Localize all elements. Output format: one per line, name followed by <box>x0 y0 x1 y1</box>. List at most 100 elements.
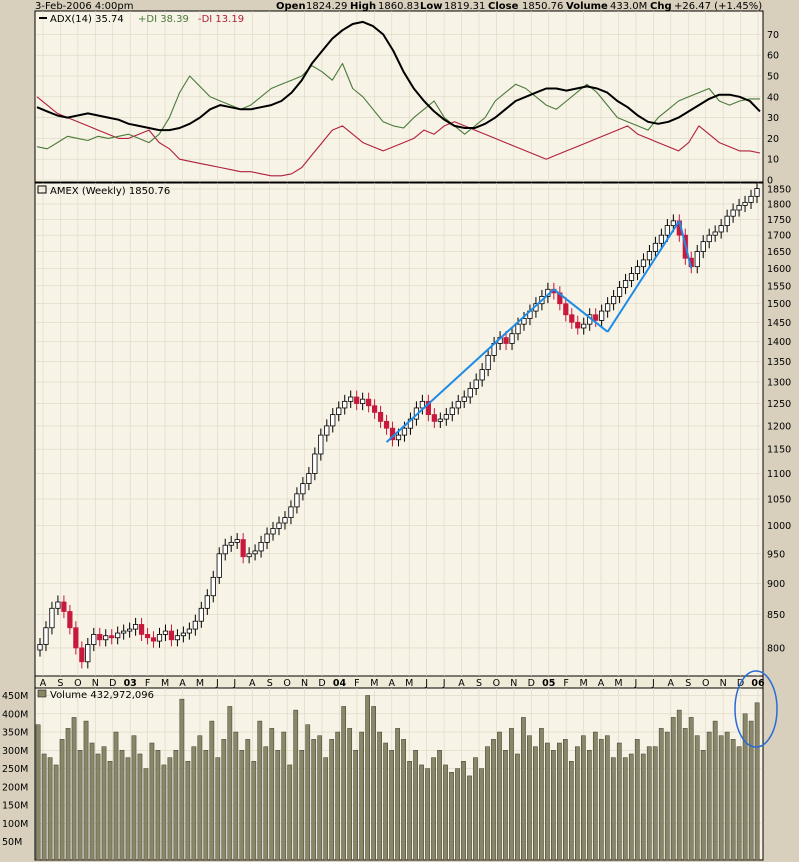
volume-bar <box>161 764 167 861</box>
volume-bar <box>95 753 101 861</box>
candle <box>485 348 491 377</box>
candle <box>461 390 467 408</box>
volume-bar <box>323 757 329 861</box>
header-close-label: Close <box>488 1 519 12</box>
candle-body <box>443 414 449 420</box>
candle <box>168 624 175 647</box>
candle <box>132 617 139 636</box>
volume-bar <box>149 742 155 861</box>
candle <box>605 297 611 318</box>
candle <box>593 308 599 328</box>
volume-bar <box>503 750 508 861</box>
volume-bar <box>137 753 143 861</box>
x-axis-label: O <box>283 678 290 689</box>
candle-body <box>455 400 461 409</box>
candle <box>754 182 760 203</box>
candle <box>616 281 623 304</box>
x-axis-label: D <box>109 678 116 689</box>
volume-bar <box>586 750 592 861</box>
volume-bar <box>730 739 736 861</box>
candle-body <box>354 396 360 404</box>
volume-bar <box>598 739 604 861</box>
x-axis-label: A <box>598 678 605 689</box>
volume-bar <box>77 750 83 861</box>
header-low-value: 1819.31 <box>444 1 485 12</box>
candle <box>312 447 318 481</box>
volume-bars <box>35 695 760 861</box>
volume-tick-label: 150M <box>2 801 28 812</box>
candle-body <box>91 633 97 645</box>
volume-bar <box>401 739 406 861</box>
candle-body <box>121 630 127 634</box>
candle <box>210 570 216 603</box>
candle-body <box>664 225 670 236</box>
candle-body <box>485 354 491 370</box>
volume-bar <box>616 742 622 861</box>
volume-bar <box>143 768 149 861</box>
candle-body <box>240 539 246 558</box>
adx-tick-label: 30 <box>767 113 779 124</box>
x-axis-label: J <box>232 678 236 689</box>
price-legend-swatch <box>37 185 47 194</box>
candle <box>371 399 378 419</box>
candle-body <box>144 633 151 639</box>
volume-bar <box>65 728 71 861</box>
volume-bar <box>521 717 526 861</box>
candle <box>599 304 605 328</box>
volume-bar <box>706 731 712 861</box>
header-high-value: 1860.83 <box>378 1 419 12</box>
price-tick-label: 950 <box>767 549 785 560</box>
candle <box>79 641 85 669</box>
pdi-legend-label: +DI 38.39 <box>138 14 189 25</box>
candle-body <box>43 627 49 645</box>
volume-bar <box>563 739 568 861</box>
adx-tick-label: 0 <box>767 176 773 187</box>
candle-body <box>312 453 318 474</box>
volume-bar <box>479 768 484 861</box>
candle-body <box>168 630 175 641</box>
candle-body <box>467 388 473 398</box>
candle <box>282 511 288 530</box>
volume-bar <box>203 750 209 861</box>
candle-body <box>162 630 169 635</box>
candle-body <box>109 635 115 639</box>
volume-bar <box>395 728 400 861</box>
volume-bar <box>413 750 418 861</box>
candle-body <box>706 234 712 243</box>
price-candles <box>37 182 760 669</box>
x-axis-label: F <box>354 678 359 689</box>
candle-body <box>246 553 252 558</box>
x-axis-label: M <box>580 678 588 689</box>
price-tick-label: 1700 <box>767 231 791 242</box>
volume-bar <box>287 764 293 861</box>
volume-bar <box>425 768 430 861</box>
candle-body <box>377 411 384 422</box>
candle <box>646 245 653 267</box>
x-axis-label: J <box>215 678 219 689</box>
candle-body <box>67 611 73 629</box>
candle-body <box>103 635 109 641</box>
x-axis-label: A <box>389 678 396 689</box>
candle <box>294 487 300 514</box>
candle <box>383 414 390 435</box>
volume-bar <box>389 750 394 861</box>
volume-bar <box>299 750 305 861</box>
volume-bar <box>131 735 137 861</box>
candle-body <box>127 628 133 632</box>
candle-body <box>180 632 186 637</box>
volume-bar <box>47 757 53 861</box>
x-axis-label: F <box>563 678 568 689</box>
volume-bar <box>604 735 610 861</box>
adx-tick-label: 40 <box>767 92 779 103</box>
adx-tick-label: 20 <box>767 134 779 145</box>
trend-line <box>385 288 555 443</box>
volume-bar <box>365 695 370 861</box>
candle <box>103 629 109 647</box>
candle-body <box>216 553 222 578</box>
candle <box>192 614 198 636</box>
candle-body <box>748 195 754 203</box>
candle <box>521 311 527 331</box>
volume-bar <box>754 702 760 861</box>
header-volume-value: 433.0M <box>610 1 647 12</box>
candle-body <box>461 396 467 402</box>
